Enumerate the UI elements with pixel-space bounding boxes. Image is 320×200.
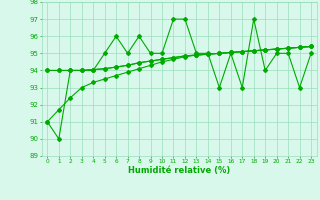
X-axis label: Humidité relative (%): Humidité relative (%): [128, 166, 230, 175]
